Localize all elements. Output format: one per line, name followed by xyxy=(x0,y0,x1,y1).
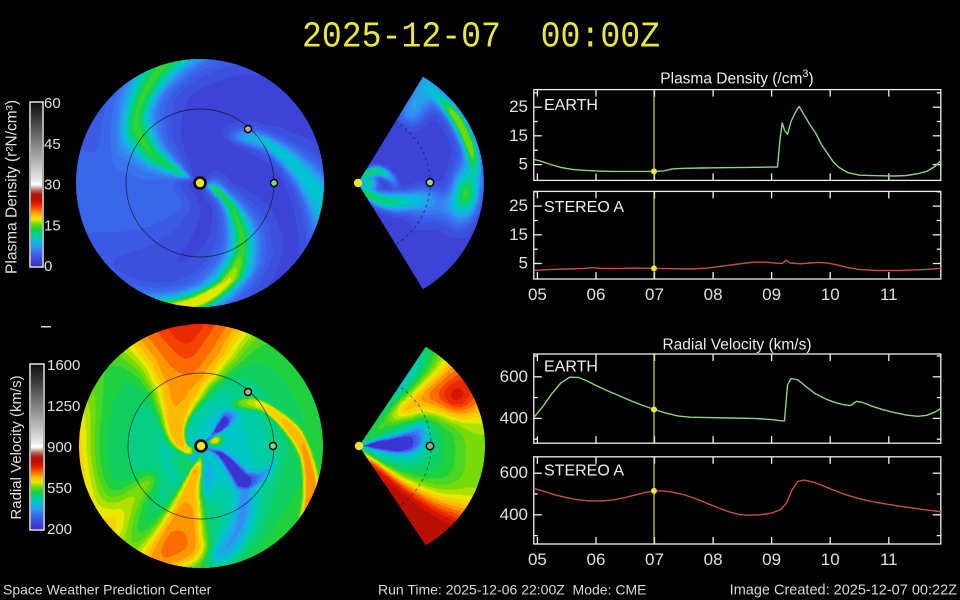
svg-text:900: 900 xyxy=(47,439,72,456)
svg-text:45: 45 xyxy=(44,136,61,153)
svg-text:15: 15 xyxy=(509,126,528,145)
svg-text:Image Created: 2025-12-07 00:2: Image Created: 2025-12-07 00:22Z xyxy=(730,583,957,599)
svg-text:05: 05 xyxy=(528,550,547,569)
svg-text:08: 08 xyxy=(704,285,723,304)
svg-text:EARTH: EARTH xyxy=(544,359,598,376)
svg-text:550: 550 xyxy=(47,480,72,497)
svg-text:0: 0 xyxy=(44,258,52,275)
svg-text:09: 09 xyxy=(762,550,781,569)
svg-text:Space Weather Prediction Cente: Space Weather Prediction Center xyxy=(3,582,212,598)
svg-text:1600: 1600 xyxy=(47,357,80,374)
svg-text:25: 25 xyxy=(509,97,528,116)
svg-text:Radial Velocity (km/s): Radial Velocity (km/s) xyxy=(662,337,811,354)
svg-text:10: 10 xyxy=(821,285,840,304)
svg-text:60: 60 xyxy=(44,95,61,112)
svg-text:400: 400 xyxy=(500,408,528,427)
svg-text:07: 07 xyxy=(645,285,664,304)
svg-text:200: 200 xyxy=(47,521,72,538)
svg-text:STEREO A: STEREO A xyxy=(544,463,624,480)
svg-text:1250: 1250 xyxy=(47,398,80,415)
svg-text:2025-12-07 00:00Z: 2025-12-07 00:00Z xyxy=(302,17,660,58)
svg-text:600: 600 xyxy=(500,367,528,386)
svg-text:07: 07 xyxy=(645,550,664,569)
svg-text:EARTH: EARTH xyxy=(544,97,598,114)
svg-text:Plasma Density (r²N/cm³): Plasma Density (r²N/cm³) xyxy=(4,100,21,274)
svg-text:15: 15 xyxy=(509,225,528,244)
svg-text:15: 15 xyxy=(44,217,61,234)
svg-text:10: 10 xyxy=(821,550,840,569)
svg-text:06: 06 xyxy=(587,285,606,304)
svg-text:11: 11 xyxy=(880,550,898,569)
svg-text:09: 09 xyxy=(762,285,781,304)
svg-text:Plasma Density (/cm3): Plasma Density (/cm3) xyxy=(660,68,813,88)
svg-text:STEREO A: STEREO A xyxy=(544,199,624,216)
svg-text:25: 25 xyxy=(509,196,528,215)
svg-text:400: 400 xyxy=(500,505,528,524)
svg-text:Run Time: 2025-12-06 22:00Z M: Run Time: 2025-12-06 22:00Z Mode: CME xyxy=(378,582,646,598)
svg-text:06: 06 xyxy=(587,550,606,569)
svg-text:05: 05 xyxy=(528,285,547,304)
svg-text:08: 08 xyxy=(704,550,723,569)
svg-text:30: 30 xyxy=(44,177,61,194)
svg-text:11: 11 xyxy=(880,285,898,304)
svg-text:Radial Velocity (km/s): Radial Velocity (km/s) xyxy=(8,375,25,519)
svg-text:5: 5 xyxy=(519,155,528,174)
svg-text:600: 600 xyxy=(500,463,528,482)
svg-text:5: 5 xyxy=(519,254,528,273)
